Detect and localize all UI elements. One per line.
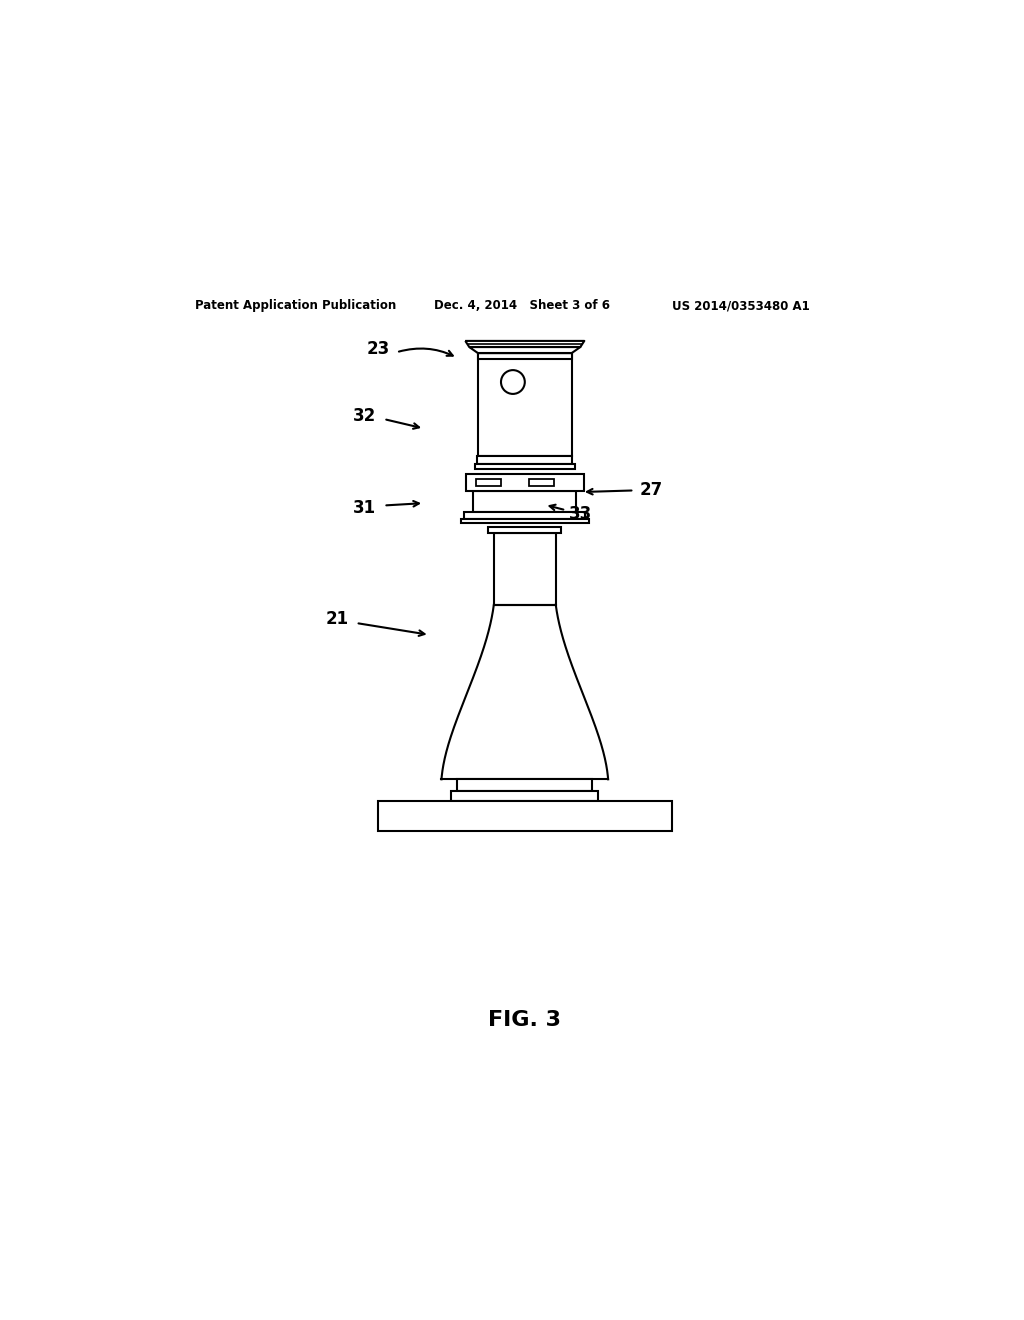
Text: 31: 31 [353,499,377,517]
Bar [488,527,561,533]
Bar [473,491,577,512]
Bar [458,779,592,791]
Bar [452,791,598,801]
Text: Dec. 4, 2014   Sheet 3 of 6: Dec. 4, 2014 Sheet 3 of 6 [433,300,609,312]
Bar [475,479,501,486]
Bar [528,479,554,486]
Text: US 2014/0353480 A1: US 2014/0353480 A1 [672,300,809,312]
Text: 27: 27 [640,482,664,499]
Text: Patent Application Publication: Patent Application Publication [196,300,396,312]
Bar [461,519,589,523]
Bar [478,354,571,359]
Text: 33: 33 [568,506,592,523]
Polygon shape [465,341,585,347]
Text: FIG. 3: FIG. 3 [488,1010,561,1030]
Circle shape [501,370,524,393]
Bar [494,533,556,605]
Bar [466,474,584,491]
Bar [475,465,574,469]
Text: 23: 23 [367,341,390,358]
Polygon shape [441,605,608,779]
Bar [465,512,585,519]
Polygon shape [469,347,581,354]
Text: 32: 32 [353,407,377,425]
Bar [478,354,571,457]
Bar [378,801,672,830]
Bar [477,457,572,465]
Text: 21: 21 [326,610,348,628]
